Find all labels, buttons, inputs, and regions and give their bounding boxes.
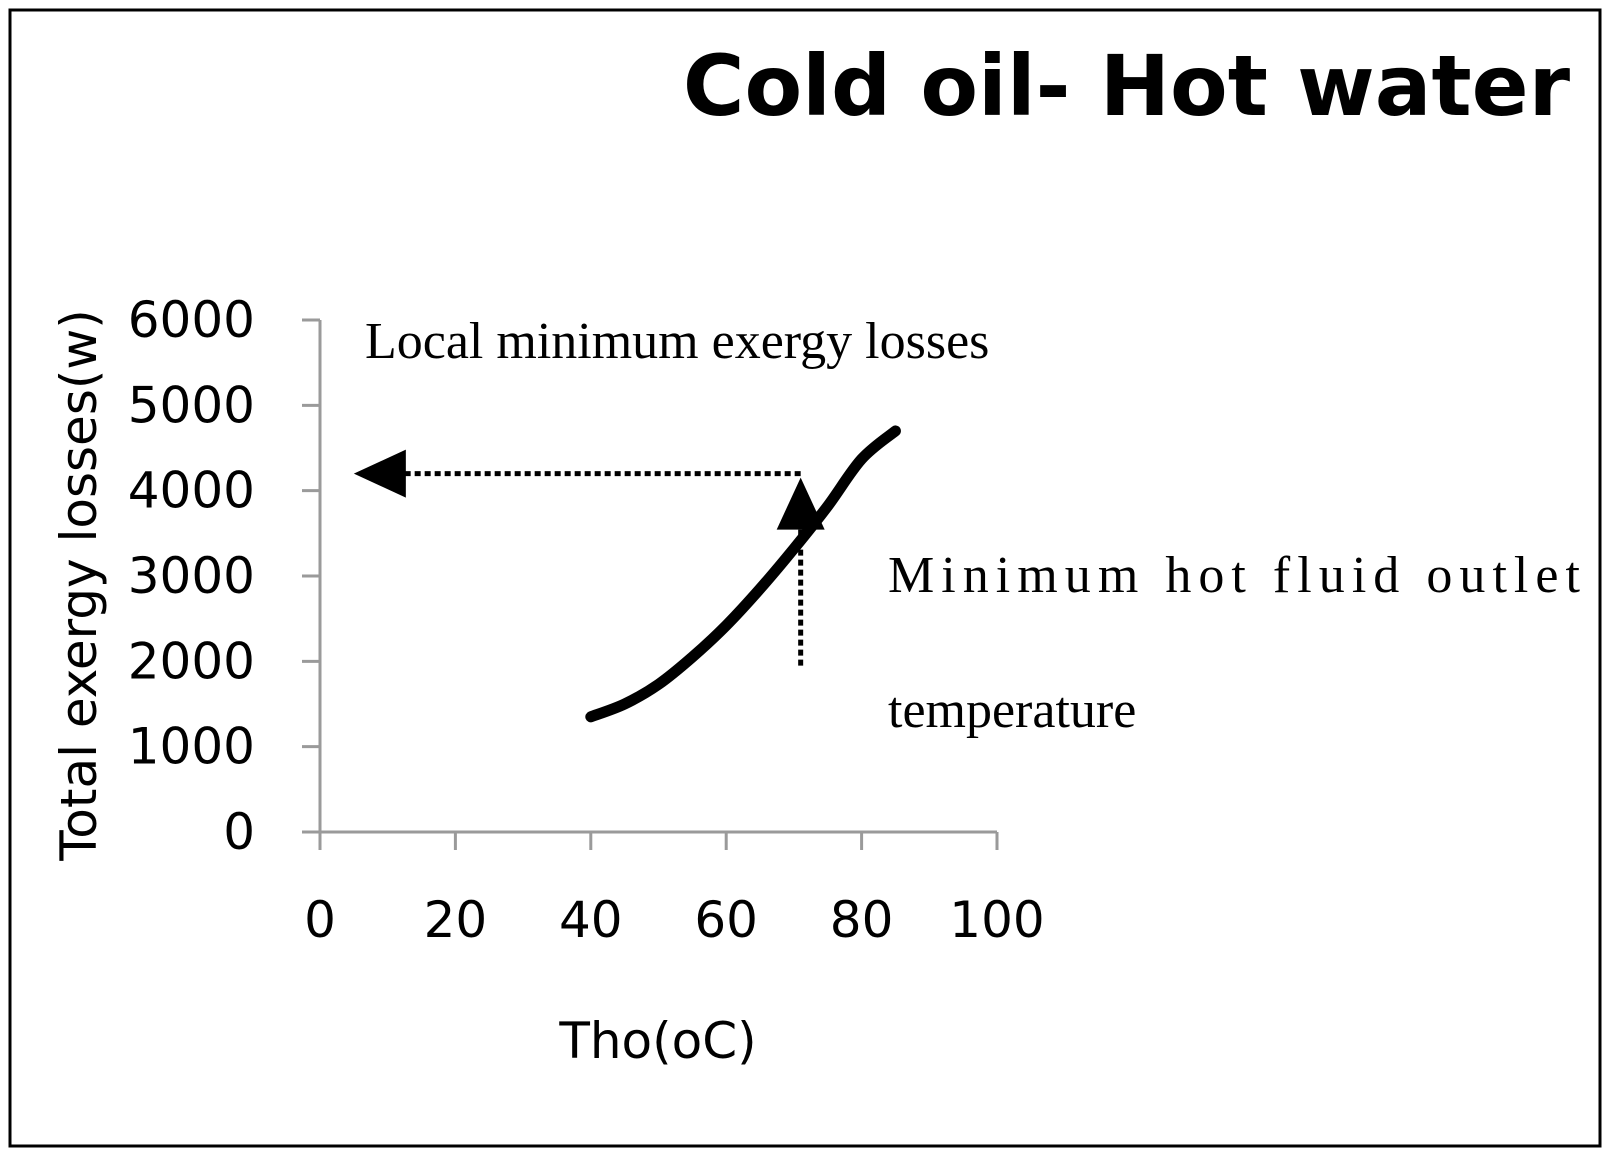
y-tick-label: 2000 — [128, 632, 255, 690]
annotation-up-arrowhead — [776, 477, 825, 530]
y-tick-label: 4000 — [128, 462, 255, 520]
y-tick-label: 3000 — [128, 547, 255, 605]
x-tick-label: 40 — [559, 891, 623, 949]
y-tick-label: 6000 — [128, 291, 255, 349]
series-line — [585, 425, 901, 723]
x-tick-label: 60 — [694, 891, 758, 949]
x-tick-label: 0 — [304, 891, 336, 949]
x-tick-label: 20 — [424, 891, 488, 949]
annotation-outlet-label-line2: temperature — [888, 682, 1136, 739]
x-tick-label: 100 — [949, 891, 1044, 949]
annotation-outlet-label-line1: Minimum hot fluid outlet — [888, 547, 1581, 604]
y-tick-label: 1000 — [128, 718, 255, 776]
series-group — [585, 425, 901, 723]
y-axis-label: Total exergy losses(w) — [50, 309, 108, 862]
x-tick-label: 80 — [830, 891, 894, 949]
chart-title: Cold oil- Hot water — [683, 37, 1571, 135]
y-tick-label: 5000 — [128, 376, 255, 434]
y-tick-label: 0 — [223, 803, 255, 861]
y-ticks: 0 1000 2000 3000 4000 5000 6000 — [128, 291, 320, 861]
annotation-local-minimum-label: Local minimum exergy losses — [365, 313, 989, 370]
annotation-left-arrowhead — [353, 449, 406, 498]
x-axis-label: Tho(oC) — [558, 1012, 756, 1070]
annotations-group — [353, 449, 825, 666]
chart-frame — [8, 8, 1602, 1148]
x-ticks: 0 20 40 60 80 100 — [304, 832, 1045, 949]
